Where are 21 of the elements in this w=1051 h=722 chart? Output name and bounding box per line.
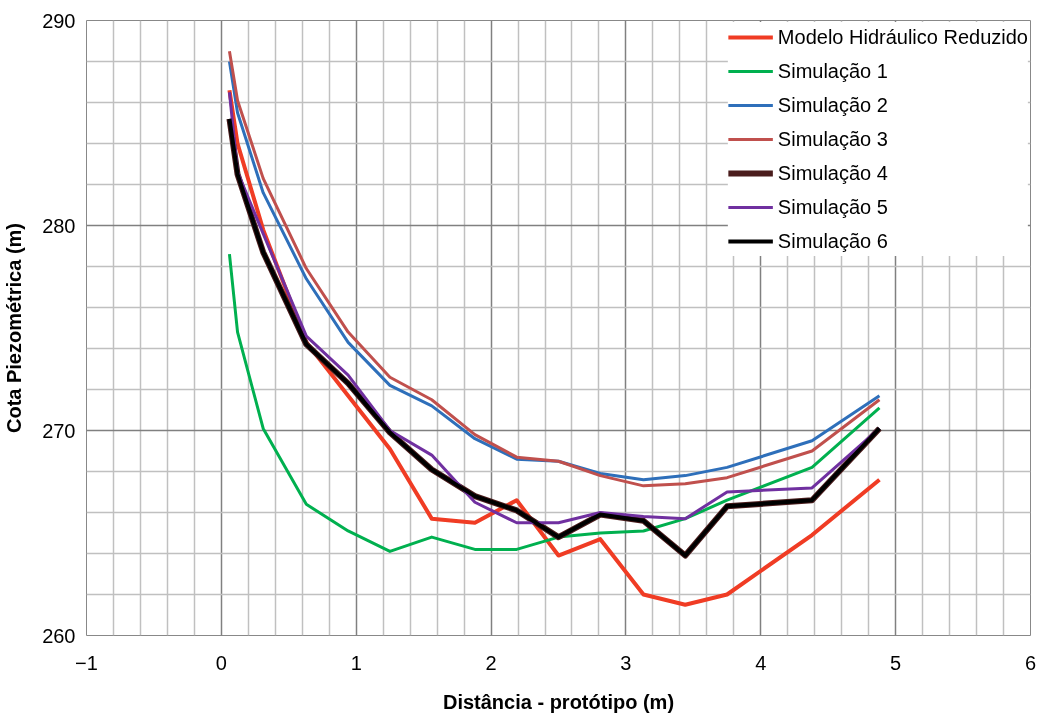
x-tick-label: 2 bbox=[485, 651, 497, 674]
y-tick-label: 270 bbox=[42, 419, 76, 442]
legend-label: Simulação 2 bbox=[777, 92, 888, 118]
legend-label: Modelo Hidráulico Reduzido bbox=[777, 24, 1028, 50]
x-tick-label: 3 bbox=[620, 651, 632, 674]
x-tick-label: 0 bbox=[215, 651, 227, 674]
legend-label: Simulação 3 bbox=[777, 126, 888, 152]
x-axis-title: Distância - protótipo (m) bbox=[442, 690, 675, 713]
y-tick-label: 280 bbox=[42, 214, 76, 237]
x-tick-label: 5 bbox=[890, 651, 902, 674]
y-tick-label: 290 bbox=[42, 9, 76, 32]
x-tick-label: −1 bbox=[75, 651, 98, 674]
y-tick-label: 260 bbox=[42, 624, 76, 647]
x-tick-label: 6 bbox=[1024, 651, 1037, 674]
legend-label: Simulação 1 bbox=[777, 58, 888, 84]
x-tick-label: 4 bbox=[755, 651, 767, 674]
legend-label: Simulação 6 bbox=[777, 228, 888, 254]
y-axis-title: Cota Piezométrica (m) bbox=[3, 222, 26, 434]
legend-label: Simulação 5 bbox=[777, 194, 888, 220]
legend-label: Simulação 4 bbox=[777, 160, 888, 186]
x-tick-label: 1 bbox=[350, 651, 362, 674]
